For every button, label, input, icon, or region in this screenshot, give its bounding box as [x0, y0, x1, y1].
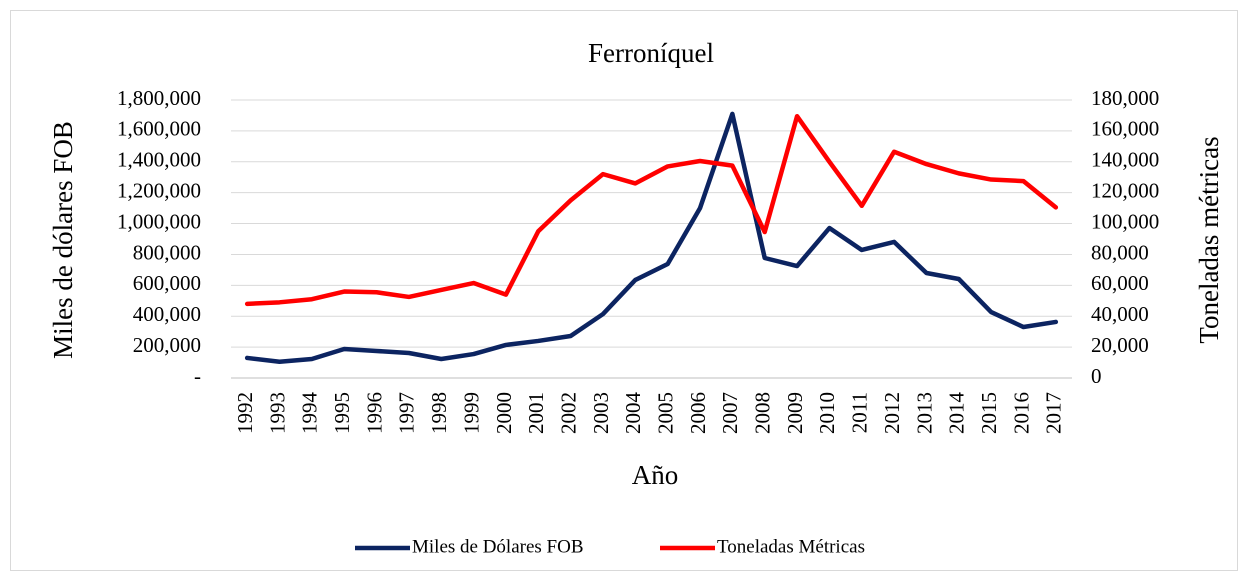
- data-line: [244, 111, 1059, 365]
- y-tick-label: 1,200,000: [117, 178, 201, 202]
- x-tick-label: 2017: [1042, 392, 1066, 434]
- y2-axis-title: Toneladas métricas: [1194, 136, 1224, 343]
- x-tick-label: 2010: [815, 392, 839, 434]
- x-tick-label: 2005: [653, 392, 677, 434]
- x-tick-label: 1998: [427, 392, 451, 434]
- x-tick-label: 2015: [977, 392, 1001, 434]
- x-tick-label: 2001: [524, 392, 548, 434]
- x-tick-label: 1999: [459, 392, 483, 434]
- x-tick-label: 2003: [589, 392, 613, 434]
- x-tick-label: 1995: [330, 392, 354, 434]
- y-tick-label: 400,000: [133, 302, 201, 326]
- y2-tick-label: 160,000: [1091, 117, 1159, 141]
- x-tick-label: 2012: [880, 392, 904, 434]
- y2-tick-label: 0: [1091, 364, 1102, 388]
- y2-tick-label: 180,000: [1091, 86, 1159, 110]
- legend-label: Toneladas Métricas: [717, 536, 865, 557]
- x-tick-label: 2002: [556, 392, 580, 434]
- y-tick-label: 200,000: [133, 333, 201, 357]
- x-tick-label: 2000: [492, 392, 516, 434]
- y-tick-label: -: [194, 364, 201, 388]
- y2-tick-label: 120,000: [1091, 178, 1159, 202]
- data-line: [244, 113, 1059, 307]
- x-axis-title: Año: [632, 460, 679, 490]
- y-tick-label: 1,400,000: [117, 148, 201, 172]
- x-tick-label: 2009: [783, 392, 807, 434]
- x-tick-label: 1994: [298, 392, 322, 435]
- x-tick-label: 2013: [912, 392, 936, 434]
- y-tick-label: 1,000,000: [117, 209, 201, 233]
- y2-tick-label: 20,000: [1091, 333, 1149, 357]
- x-tick-label: 2011: [848, 392, 872, 433]
- x-tick-label: 2004: [621, 392, 645, 435]
- x-tick-label: 2006: [686, 392, 710, 434]
- x-tick-label: 2014: [945, 392, 969, 435]
- y-tick-label: 800,000: [133, 240, 201, 264]
- y2-tick-label: 80,000: [1091, 240, 1149, 264]
- x-tick-label: 1993: [265, 392, 289, 434]
- y2-tick-label: 40,000: [1091, 302, 1149, 326]
- y2-tick-label: 100,000: [1091, 209, 1159, 233]
- x-tick-label: 2008: [751, 392, 775, 434]
- x-tick-label: 1996: [362, 392, 386, 434]
- legend-label: Miles de Dólares FOB: [412, 536, 584, 557]
- chart-title: Ferroníquel: [588, 38, 714, 68]
- x-tick-label: 2007: [718, 392, 742, 434]
- y-tick-label: 1,600,000: [117, 117, 201, 141]
- y-tick-label: 1,800,000: [117, 86, 201, 110]
- y-axis-title: Miles de dólares FOB: [48, 121, 78, 359]
- x-tick-label: 2016: [1009, 392, 1033, 434]
- x-tick-label: 1992: [233, 392, 257, 434]
- x-tick-label: 1997: [395, 392, 419, 434]
- y2-tick-label: 60,000: [1091, 271, 1149, 295]
- y2-tick-label: 140,000: [1091, 148, 1159, 172]
- y-tick-label: 600,000: [133, 271, 201, 295]
